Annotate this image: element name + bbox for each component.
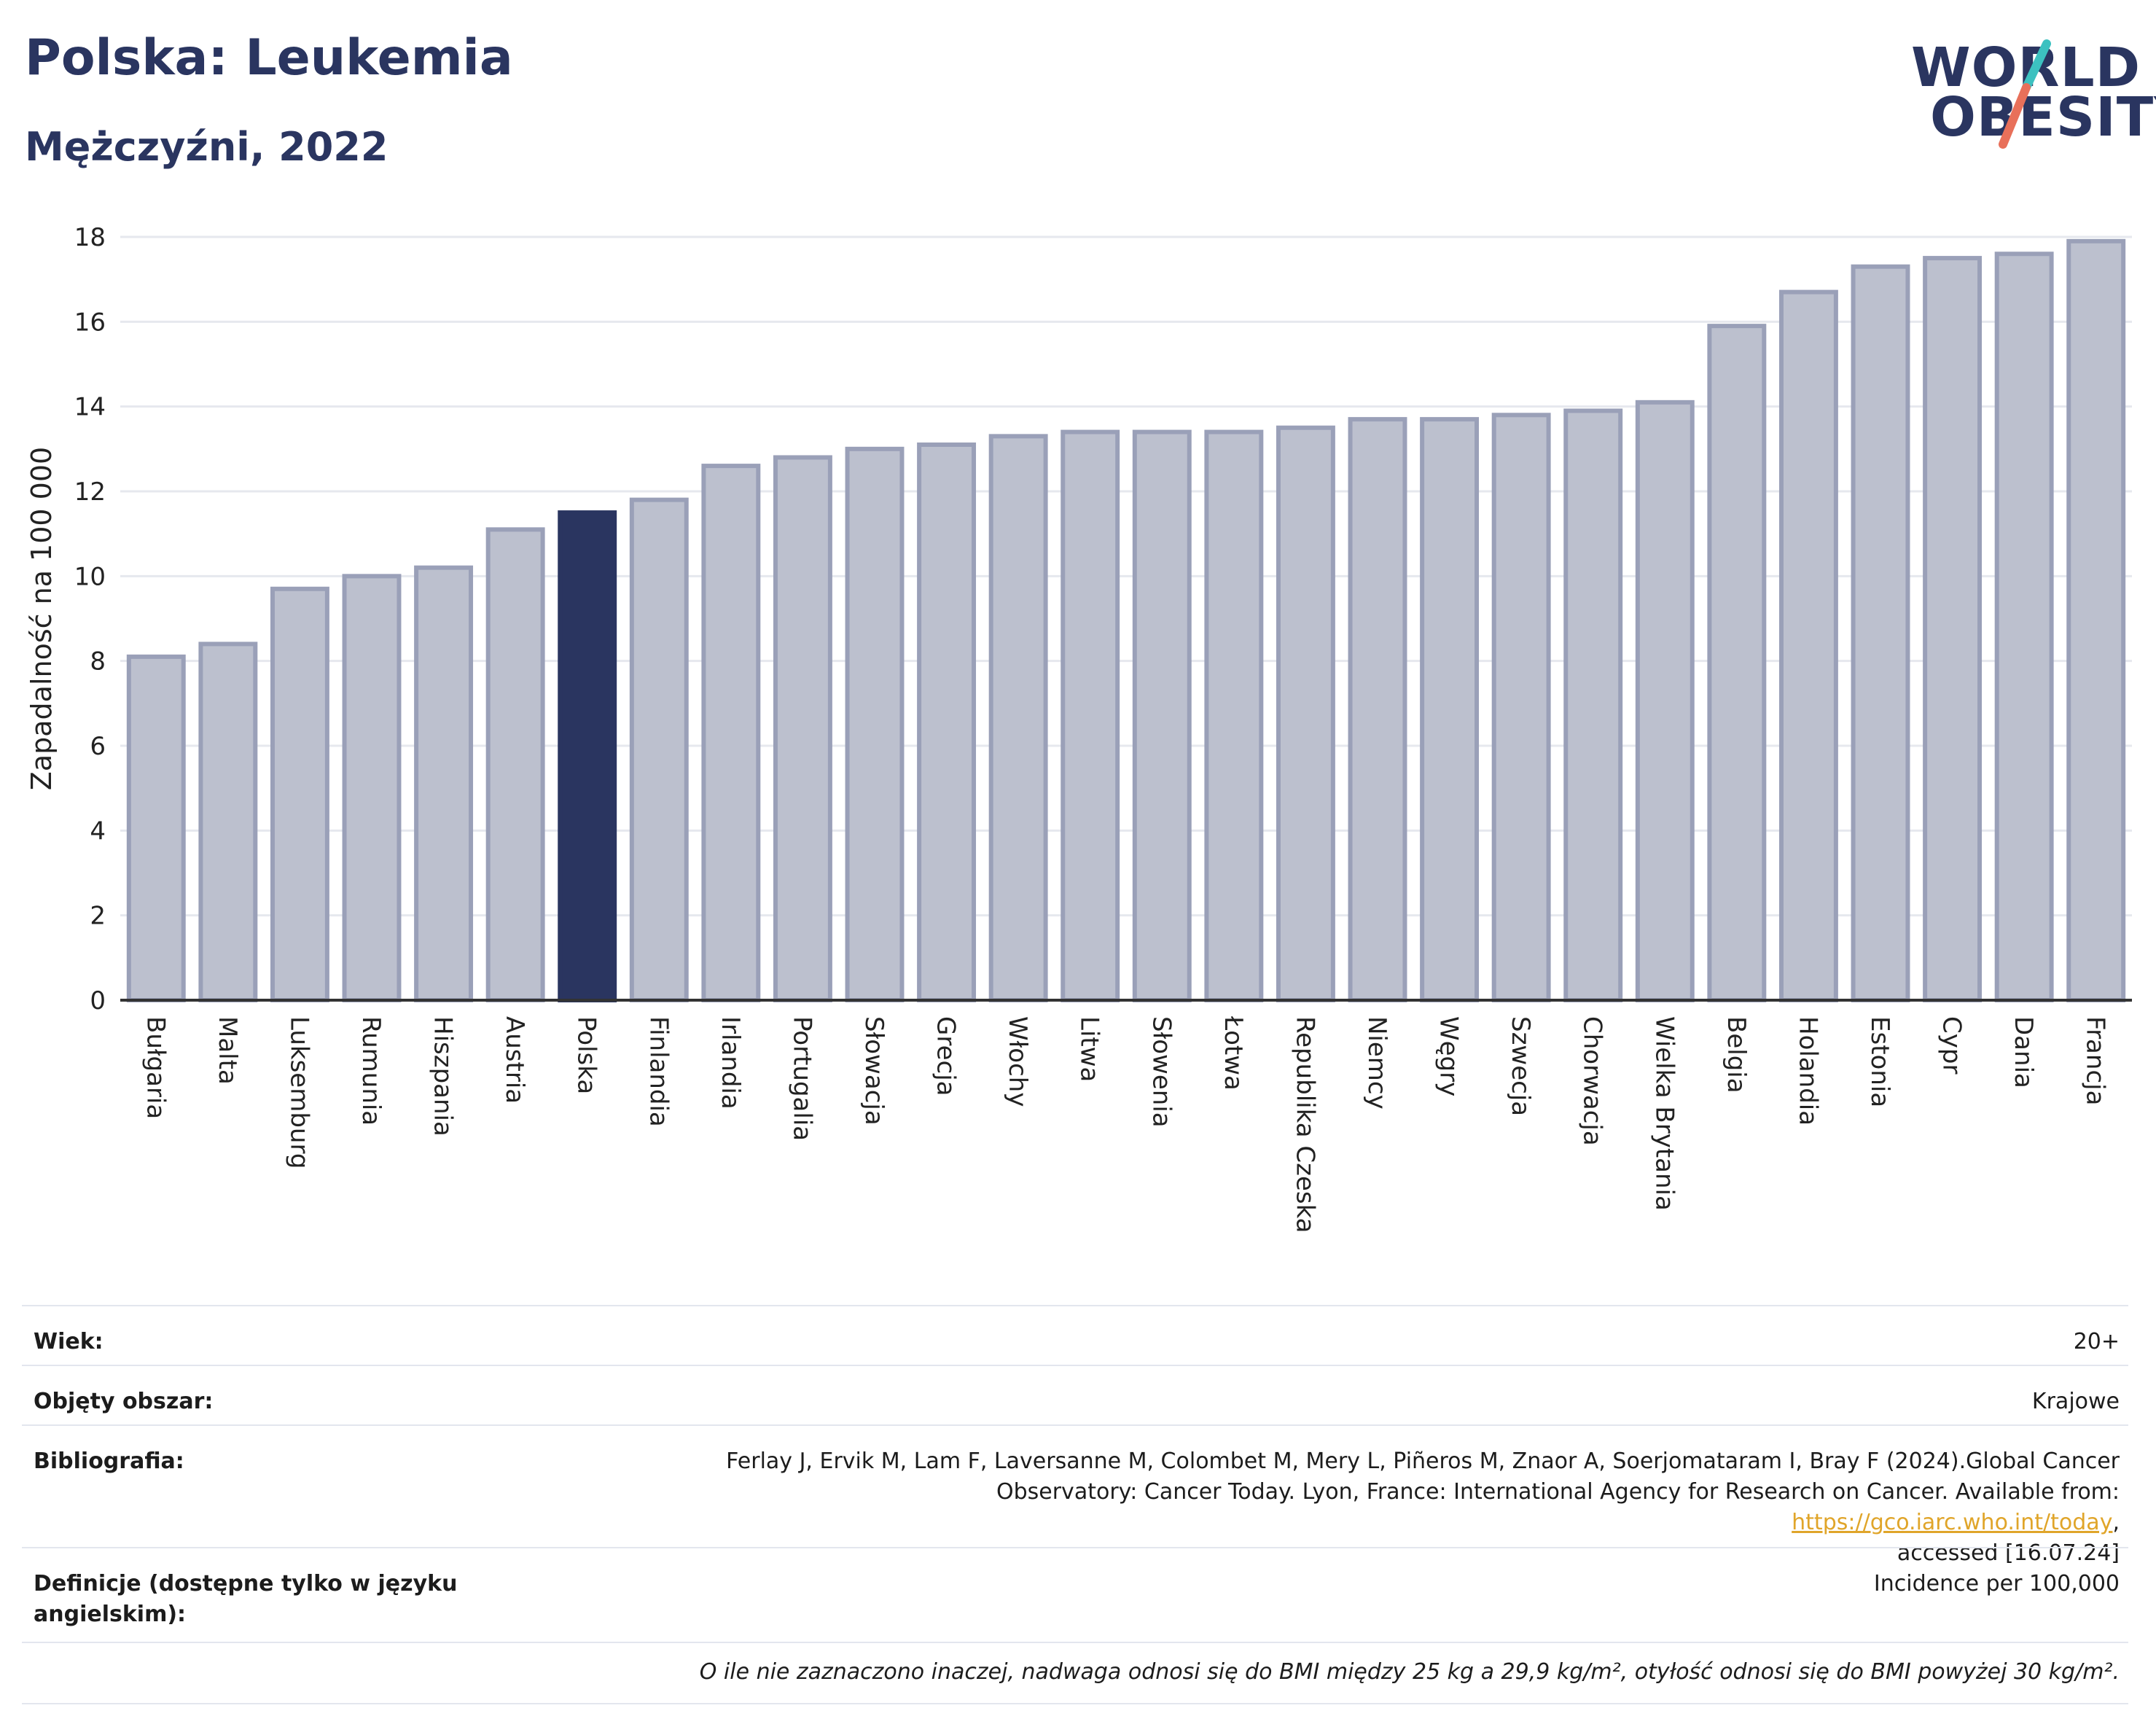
bar (2066, 238, 2126, 1003)
y-tick-label: 12 (74, 477, 106, 507)
bibliography-link[interactable]: https://gco.iarc.who.int/today (1792, 1510, 2113, 1535)
bibliography-label: Bibliografia: (34, 1449, 184, 1474)
x-tick-label: Litwa (1075, 1016, 1104, 1082)
x-tick-label: Polska (572, 1016, 601, 1094)
logo-slash-icon (1999, 39, 2051, 149)
bibliography-value: Ferlay J, Ervik M, Lam F, Laversanne M, … (662, 1446, 2120, 1569)
bar (1923, 256, 1983, 1003)
area-label: Objęty obszar: (34, 1389, 214, 1414)
y-tick-label: 16 (74, 308, 106, 337)
x-tick-label: Estonia (1865, 1016, 1894, 1107)
meta-row-age: Wiek: 20+ (22, 1305, 2128, 1366)
bar (917, 442, 977, 1002)
y-tick-label: 18 (74, 223, 106, 252)
definitions-value: Incidence per 100,000 (1873, 1571, 2120, 1596)
x-tick-label: Austria (500, 1016, 529, 1104)
bar (1276, 425, 1335, 1002)
bibliography-line-2-text: Observatory: Cancer Today. Lyon, France:… (996, 1479, 2120, 1505)
x-tick-label: Irlandia (716, 1016, 745, 1110)
bar (1348, 417, 1407, 1003)
bar (988, 434, 1048, 1002)
bar (1420, 417, 1480, 1003)
definitions-label: Definicje (dostępne tylko w języku angie… (34, 1571, 458, 1627)
bar (773, 455, 832, 1002)
y-tick-label: 10 (74, 562, 106, 591)
x-tick-label: Portugalia (787, 1016, 816, 1141)
x-axis-labels: Bułgaria Malta Luksemburg Rumunia Hiszpania A… (141, 1015, 2109, 1233)
x-tick-label: Hiszpania (429, 1016, 458, 1136)
x-tick-label: Chorwacja (1578, 1016, 1607, 1146)
x-tick-label: Szwecja (1506, 1016, 1535, 1116)
x-tick-label: Bułgaria (141, 1016, 170, 1119)
bar (198, 642, 258, 1003)
bar-highlight (558, 510, 617, 1003)
area-value: Krajowe (2031, 1389, 2120, 1414)
chart-bars (126, 238, 2126, 1003)
meta-row-bibliography: Bibliografia: Ferlay J, Ervik M, Lam F, … (22, 1424, 2128, 1566)
bar (414, 565, 474, 1002)
bar (342, 574, 402, 1002)
meta-row-area: Objęty obszar: Krajowe (22, 1365, 2128, 1426)
y-tick-label: 4 (90, 816, 106, 846)
bar (1707, 324, 1767, 1002)
age-value: 20+ (2073, 1329, 2120, 1354)
bar (1204, 429, 1264, 1003)
x-tick-label: Niemcy (1362, 1016, 1391, 1110)
footnote-row: O ile nie zaznaczono inaczej, nadwaga od… (22, 1642, 2128, 1704)
x-tick-label: Łotwa (1219, 1015, 1248, 1091)
meta-row-definitions: Definicje (dostępne tylko w języku angie… (22, 1547, 2128, 1643)
bibliography-line-3: accessed [16.07.24] (1897, 1540, 2120, 1566)
y-axis-ticks: 0 2 4 6 8 10 12 14 16 18 (74, 223, 106, 1015)
bar-chart: 0 2 4 6 8 10 12 14 16 18 Bułgaria Malta Luksemburg R… (26, 223, 2132, 1233)
x-tick-label: Belgia (1722, 1016, 1751, 1093)
x-tick-label: Republika Czeska (1290, 1016, 1319, 1233)
bar (1778, 289, 1838, 1003)
bibliography-line-2: Observatory: Cancer Today. Lyon, France:… (662, 1477, 2120, 1538)
y-tick-label: 8 (90, 647, 106, 677)
y-axis-label: Zapadalność na 100 000 (26, 447, 58, 790)
x-tick-label: Węgry (1434, 1016, 1464, 1096)
x-tick-label: Francja (2081, 1016, 2110, 1105)
x-tick-label: Holandia (1793, 1016, 1822, 1126)
x-tick-label: Dania (2009, 1016, 2038, 1088)
bar (1132, 429, 1192, 1003)
page-title: Polska: Leukemia (25, 29, 513, 87)
bar (1061, 429, 1120, 1003)
bar (1491, 413, 1551, 1002)
x-tick-label: Słowenia (1147, 1016, 1176, 1128)
footnote-text: O ile nie zaznaczono inaczej, nadwaga od… (699, 1659, 2120, 1685)
x-tick-label: Finlandia (644, 1016, 673, 1127)
x-tick-label: Malta (213, 1016, 242, 1085)
bar (701, 464, 761, 1003)
bar (1635, 399, 1695, 1003)
bar (845, 446, 905, 1003)
y-tick-label: 0 (90, 986, 106, 1015)
bar (126, 654, 186, 1002)
x-tick-label: Rumunia (356, 1016, 386, 1126)
bibliography-line-1: Ferlay J, Ervik M, Lam F, Laversanne M, … (726, 1449, 2120, 1474)
page-subtitle: Mężczyźni, 2022 (25, 124, 388, 170)
bar (629, 497, 689, 1002)
bibliography-line-2-end: , (2112, 1510, 2120, 1535)
x-tick-label: Luksemburg (284, 1016, 313, 1169)
x-tick-label: Słowacja (859, 1016, 888, 1126)
world-obesity-logo: WORLD OBESITY (1895, 29, 2156, 153)
y-tick-label: 2 (90, 902, 106, 931)
bar (1563, 408, 1623, 1002)
x-tick-label: Grecja (931, 1016, 961, 1096)
x-tick-label: Cypr (1937, 1016, 1966, 1074)
y-tick-label: 14 (74, 393, 106, 422)
bar (485, 527, 545, 1003)
x-tick-label: Wielka Brytania (1649, 1016, 1679, 1211)
bar (1851, 264, 1910, 1002)
bar (1994, 252, 2054, 1003)
bar (270, 586, 329, 1002)
y-tick-label: 6 (90, 732, 106, 761)
age-label: Wiek: (34, 1329, 103, 1354)
x-tick-label: Włochy (1003, 1016, 1032, 1107)
logo-text-obesity: OBESITY (1930, 86, 2156, 149)
